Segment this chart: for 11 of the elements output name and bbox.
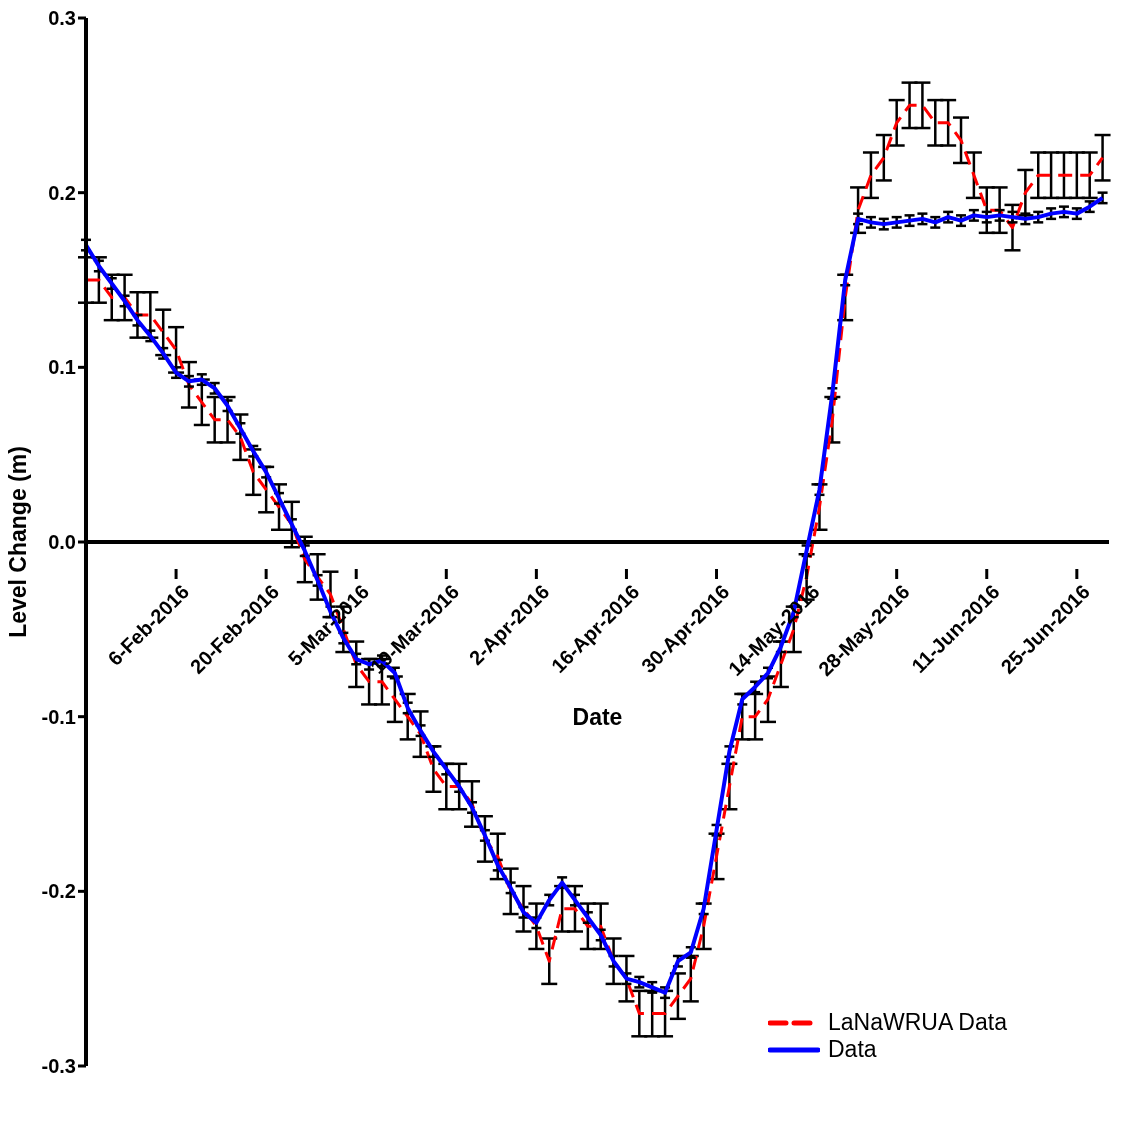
y-tick-label: -0.3	[41, 1055, 76, 1078]
y-tick-label: 0.0	[48, 531, 76, 554]
y-tick-label: 0.3	[48, 7, 76, 30]
y-tick-label: -0.2	[41, 880, 76, 903]
legend-label: LaNaWRUA Data	[828, 1009, 1007, 1036]
x-axis-title: Date	[571, 704, 624, 731]
y-axis-title: Level Change (m)	[5, 446, 32, 638]
y-tick-label: -0.1	[41, 705, 76, 728]
y-tick-label: 0.2	[48, 181, 76, 204]
y-tick-label: 0.1	[48, 356, 76, 379]
legend-label: Data	[828, 1036, 877, 1063]
